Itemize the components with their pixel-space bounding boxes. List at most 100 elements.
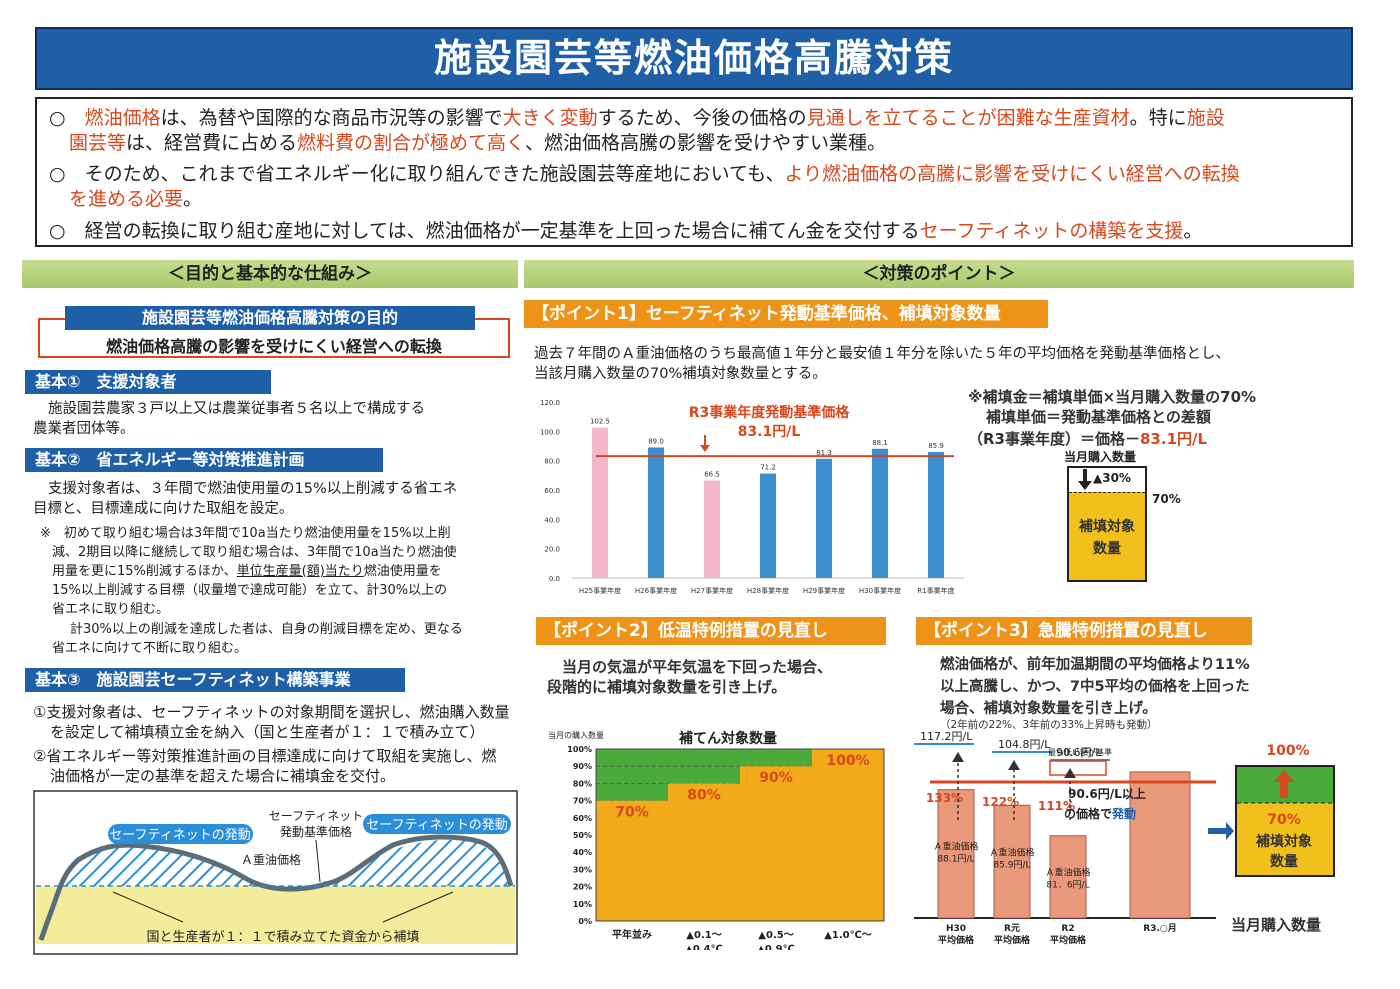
- up-arrow-icon: [1274, 770, 1294, 798]
- basic1-label: 基本① 支援対象者: [25, 370, 271, 394]
- note-1: ※ 初めて取り組む場合は3年間で10a当たり燃油使用量を15%以上削: [40, 526, 451, 541]
- basic3-text-3: ②省エネルギー等対策推進計画の目標達成に向けて取組を実施し、燃: [33, 747, 497, 765]
- right-top-label: 100%: [1266, 743, 1309, 759]
- surge-chart: Ａ重油価格88.1円/LH30平均価格Ａ重油価格85.9円/LR元平均価格Ａ重油…: [914, 730, 1335, 946]
- bar-value-label: 100%: [826, 753, 869, 769]
- basic3-text-2: を設定して補填積立金を納入（国と生産者が１：１で積み立て）: [50, 723, 485, 741]
- purpose-text: 燃油価格高騰の影響を受けにくい経営への転換: [106, 337, 442, 356]
- y-tick-label: 50%: [573, 831, 592, 840]
- ref-annotation-1: R3事業年度発動基準価格: [689, 404, 851, 421]
- sn-left-label: セーフティネットの発動: [109, 828, 250, 843]
- bar-value-label: 66.5: [704, 470, 720, 478]
- bar-inner-label: 88.1円/L: [937, 854, 974, 865]
- intro-line-2: ○ そのため、これまで省エネルギー化に取り組んできた施設園芸等産地においても、よ…: [49, 162, 1240, 187]
- chart2-title: 補てん対象数量: [678, 730, 777, 747]
- a-oil-price-line: [38, 834, 514, 941]
- text: 、燃油価格高騰の影響を受けやすい業種。: [525, 132, 887, 154]
- rise-arrow-icon: [1064, 768, 1076, 778]
- basic3-text-4: 油価格が一定の基準を超えた場合に補填金を交付。: [50, 767, 396, 785]
- highlight: 園芸等: [69, 132, 127, 154]
- basic1-text-1: 施設園芸農家３戸以上又は農業従事者５名以上で構成する: [48, 401, 425, 417]
- note-3: 用量を更に15%削減するほか、単位生産量(額)当たり燃油使用量を: [52, 562, 442, 581]
- y-tick-label: 20%: [573, 883, 592, 892]
- bar-value-label: 80%: [687, 787, 721, 803]
- bar: [872, 448, 888, 578]
- bar: [740, 766, 812, 921]
- bar: [937, 789, 975, 919]
- pct-label: 133%: [926, 791, 963, 805]
- text: 燃油使用量を: [363, 564, 442, 579]
- right-label-1: 補填対象: [1255, 833, 1312, 850]
- bar-value-label: 85.9: [928, 442, 944, 450]
- basic1-text-2: 農業者団体等。: [33, 421, 135, 437]
- bar-value-label: 89.0: [648, 437, 664, 445]
- bullet: ○: [49, 107, 85, 129]
- bar-value-label: 70%: [615, 805, 649, 821]
- y-tick-label: 40.0: [544, 516, 560, 524]
- down-arrow-icon: [1074, 469, 1096, 491]
- x-tick-label: R2: [1061, 924, 1074, 934]
- formula-1: ※補填金＝補填単価×当月購入数量の70%: [968, 388, 1257, 406]
- bar-value-label: 90%: [759, 770, 793, 786]
- note-7: 省エネに向けて不断に取り組む。: [52, 641, 248, 656]
- highlight: 燃油価格: [84, 107, 161, 129]
- a-oil-label: Ａ重油価格: [241, 852, 301, 867]
- bar-inner-label: 85.9円/L: [993, 859, 1030, 870]
- text: 。: [1183, 220, 1203, 242]
- x-tick-label: 平均価格: [938, 934, 975, 946]
- lowest-note: 最も低い額が基準: [1048, 747, 1112, 757]
- text: は、経営費に占める: [126, 132, 298, 154]
- base-price-label-2: 発動基準価格: [280, 824, 352, 839]
- right-section-band: ＜対策のポイント＞: [524, 260, 1354, 288]
- bar: [668, 783, 740, 921]
- y-tick-label: 20.0: [544, 546, 560, 554]
- rise-arrow-icon: [1008, 760, 1020, 770]
- bar: [816, 458, 832, 578]
- purpose-title: 施設園芸等燃油価格高騰対策の目的: [65, 306, 475, 330]
- bar: [993, 804, 1031, 919]
- safety-net-diagram: セーフティネットの発動 セーフティネットの発動 セーフティネット 発動基準価格 …: [33, 790, 518, 955]
- basic2-text-1: 支援対象者は、３年間で燃油使用量の15%以上削減する省エネ: [48, 481, 458, 497]
- bar: [1129, 771, 1191, 919]
- highlight: 見通しを立てることが困難な生産資材: [806, 107, 1130, 129]
- x-tick-label: ▲0.5～: [758, 930, 793, 941]
- highlight: セーフティネットの構築を支援: [919, 220, 1184, 242]
- highlight: 施設: [1186, 107, 1225, 129]
- point1-label: 【ポイント1】セーフティネット発動基準価格、補填対象数量: [524, 300, 1048, 328]
- right-label-2: 数量: [1270, 853, 1298, 870]
- point3-text-1: 燃油価格が、前年加温期間の平均価格より11%: [940, 657, 1250, 673]
- point3-text-3: 場合、補填対象数量を引き上げ。: [940, 701, 1157, 717]
- sn-left-pill: [108, 824, 253, 844]
- point3-note: （2年前の22%、3年前の33%上昇時も発動）: [940, 719, 1158, 731]
- basic3-text-1: ①支援対象者は、セーフティネットの対象期間を選択し、燃油購入数量: [33, 703, 510, 721]
- y-tick-label: 0.0: [549, 575, 560, 583]
- text: 。: [183, 188, 203, 210]
- y-tick-label: 90%: [573, 762, 592, 771]
- text: するため、今後の価格の: [597, 107, 807, 129]
- x-tick-label: H27事業年度: [691, 586, 733, 595]
- bar: [760, 473, 776, 578]
- y-tick-label: 30%: [573, 865, 592, 874]
- target-label: 104.8円/L: [998, 738, 1051, 751]
- ref-annotation-2: 83.1円/L: [738, 424, 801, 440]
- minus30-label: ▲30%: [1093, 471, 1131, 485]
- formula-3: （R3事業年度）＝価格－83.1円/L: [968, 428, 1207, 449]
- right-bottom-label: 当月購入数量: [1231, 916, 1321, 934]
- x-tick-label: H28事業年度: [747, 586, 789, 595]
- text: 。特に: [1129, 107, 1187, 129]
- x-tick-label: H26事業年度: [635, 586, 677, 595]
- intro-box: ○ 燃油価格は、為替や国際的な商品市況等の影響で大きく変動するため、今後の価格の…: [35, 97, 1353, 247]
- right-70-label: 70%: [1267, 812, 1301, 828]
- highlight: より燃油価格の高騰に影響を受けにくい経営への転換: [784, 163, 1240, 185]
- text: は、為替や国際的な商品市況等の影響で: [160, 107, 503, 129]
- point3-label: 【ポイント3】急騰特例措置の見直し: [916, 617, 1252, 645]
- bar-inner-label: Ａ重油価格: [989, 846, 1034, 858]
- y-tick-label: 80%: [573, 779, 592, 788]
- bar: [648, 447, 664, 578]
- highlight: を進める必要: [69, 188, 184, 210]
- fund-area: [36, 886, 515, 944]
- trigger-label-2: の価格で発動: [1064, 806, 1136, 821]
- text: 用量を更に15%削減するほか、: [52, 564, 237, 579]
- bar-value-label: 71.2: [760, 464, 776, 472]
- y-tick-label: 60.0: [544, 487, 560, 495]
